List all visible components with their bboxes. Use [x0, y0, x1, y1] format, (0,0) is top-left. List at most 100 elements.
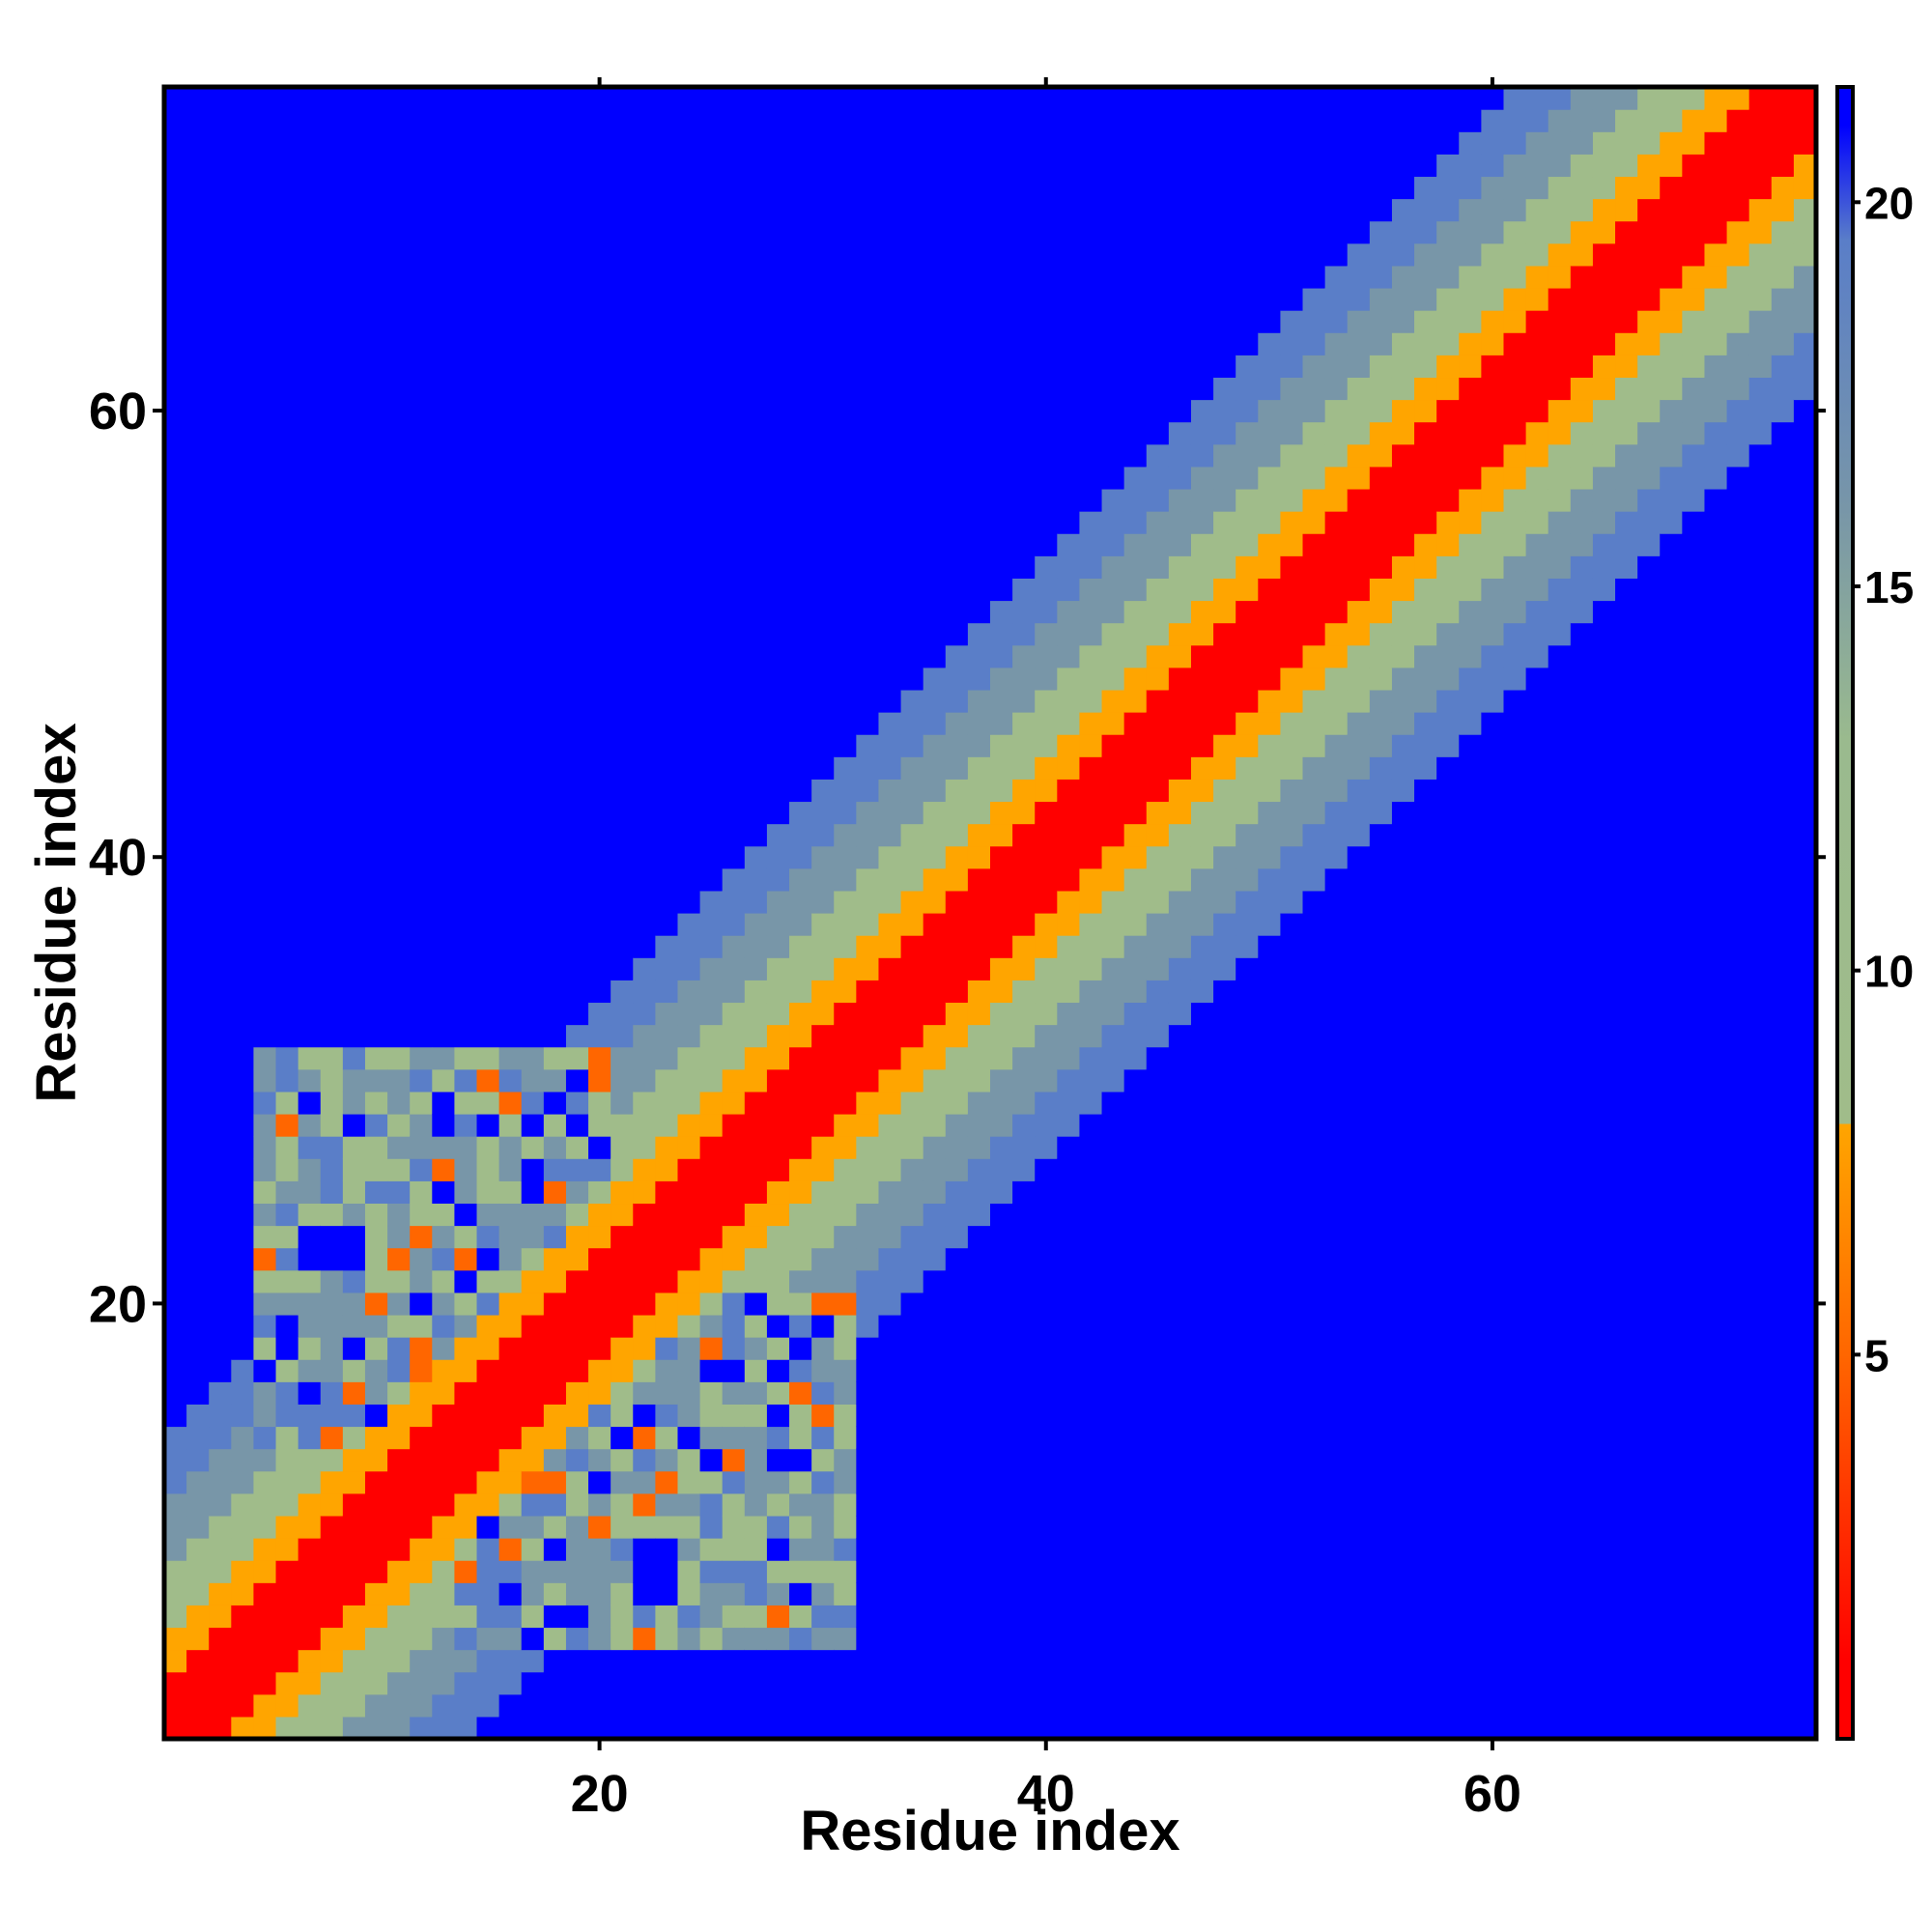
heatmap-cell	[1637, 867, 1661, 892]
heatmap-cell	[521, 1136, 545, 1159]
heatmap-cell	[565, 1448, 589, 1472]
heatmap-cell	[1123, 511, 1148, 534]
heatmap-cell	[722, 845, 746, 869]
heatmap-cell	[923, 355, 947, 379]
heatmap-cell	[364, 622, 388, 646]
heatmap-cell	[1280, 1314, 1304, 1338]
heatmap-cell	[1079, 1068, 1103, 1093]
heatmap-cell	[387, 1627, 411, 1651]
heatmap-cell	[1079, 779, 1103, 803]
heatmap-cell	[945, 689, 969, 713]
heatmap-cell	[990, 332, 1013, 355]
heatmap-cell	[432, 1158, 456, 1181]
heatmap-cell	[565, 845, 589, 869]
heatmap-cell	[454, 1716, 478, 1740]
heatmap-cell	[789, 1693, 812, 1718]
heatmap-cell	[945, 1359, 969, 1382]
heatmap-cell	[856, 667, 880, 691]
heatmap-cell	[320, 712, 344, 735]
heatmap-cell	[1481, 421, 1505, 445]
heatmap-cell	[298, 1649, 322, 1673]
heatmap-cell	[1146, 242, 1170, 267]
heatmap-cell	[320, 1292, 344, 1316]
heatmap-cell	[387, 555, 411, 579]
heatmap-cell	[1615, 1560, 1638, 1583]
heatmap-cell	[990, 1203, 1013, 1227]
heatmap-cell	[655, 1113, 679, 1137]
heatmap-cell	[611, 399, 634, 423]
heatmap-cell	[923, 287, 947, 311]
heatmap-cell	[1079, 1492, 1103, 1517]
heatmap-cell	[209, 154, 232, 178]
heatmap-cell	[320, 801, 344, 825]
heatmap-cell	[320, 1538, 344, 1561]
heatmap-cell	[766, 845, 790, 869]
heatmap-cell	[1414, 1046, 1437, 1070]
heatmap-cell	[677, 1247, 701, 1271]
heatmap-cell	[1592, 488, 1616, 512]
heatmap-cell	[432, 1671, 456, 1695]
heatmap-cell	[1123, 421, 1148, 445]
heatmap-cell	[209, 1448, 232, 1472]
heatmap-cell	[1548, 1002, 1572, 1026]
heatmap-cell	[1391, 1426, 1415, 1450]
heatmap-cell	[1369, 957, 1393, 980]
heatmap-cell	[655, 1538, 679, 1561]
heatmap-cell	[1123, 1113, 1148, 1137]
heatmap-cell	[1190, 1337, 1214, 1360]
heatmap-cell	[990, 1314, 1013, 1338]
heatmap-cell	[1347, 533, 1371, 556]
heatmap-cell	[1280, 1538, 1304, 1561]
heatmap-cell	[342, 1716, 366, 1740]
heatmap-cell	[342, 600, 366, 624]
heatmap-cell	[811, 734, 835, 757]
heatmap-cell	[1347, 622, 1371, 646]
heatmap-cell	[253, 801, 277, 825]
heatmap-cell	[1258, 176, 1282, 200]
heatmap-cell	[209, 1292, 232, 1316]
heatmap-cell	[298, 511, 322, 534]
heatmap-cell	[699, 443, 724, 468]
heatmap-cell	[1347, 935, 1371, 958]
heatmap-cell	[164, 1381, 187, 1405]
heatmap-cell	[945, 399, 969, 423]
heatmap-cell	[633, 1046, 656, 1070]
heatmap-cell	[923, 1359, 947, 1382]
heatmap-cell	[1280, 1046, 1304, 1070]
heatmap-cell	[834, 1091, 857, 1115]
heatmap-cell	[588, 756, 611, 780]
heatmap-cell	[1391, 890, 1415, 914]
heatmap-cell	[1057, 1470, 1081, 1494]
heatmap-cell	[655, 1024, 679, 1048]
heatmap-cell	[387, 801, 411, 825]
heatmap-cell	[1548, 1426, 1572, 1450]
heatmap-cell	[1570, 242, 1594, 267]
heatmap-cell	[476, 220, 500, 244]
heatmap-cell	[1369, 1002, 1393, 1026]
heatmap-cell	[811, 511, 835, 534]
heatmap-cell	[1035, 980, 1058, 1004]
heatmap-cell	[1190, 935, 1214, 958]
heatmap-cell	[722, 1337, 746, 1360]
heatmap-cell	[1012, 287, 1036, 311]
heatmap-cell	[1190, 801, 1214, 825]
heatmap-cell	[1615, 1046, 1638, 1070]
heatmap-cell	[253, 1292, 277, 1316]
heatmap-cell	[1391, 265, 1415, 289]
heatmap-cell	[543, 1180, 567, 1205]
heatmap-cell	[677, 198, 701, 222]
heatmap-cell	[1592, 87, 1616, 110]
heatmap-cell	[1123, 1269, 1148, 1293]
heatmap-cell	[298, 176, 322, 200]
heatmap-cell	[454, 1136, 478, 1159]
heatmap-cell	[588, 1314, 611, 1338]
heatmap-cell	[521, 1381, 545, 1405]
heatmap-cell	[543, 1582, 567, 1605]
heatmap-cell	[834, 1470, 857, 1494]
heatmap-cell	[410, 1247, 433, 1271]
heatmap-cell	[1391, 1582, 1415, 1605]
heatmap-cell	[454, 578, 478, 602]
heatmap-cell	[699, 980, 724, 1004]
heatmap-cell	[275, 1538, 299, 1561]
heatmap-cell	[588, 913, 611, 936]
